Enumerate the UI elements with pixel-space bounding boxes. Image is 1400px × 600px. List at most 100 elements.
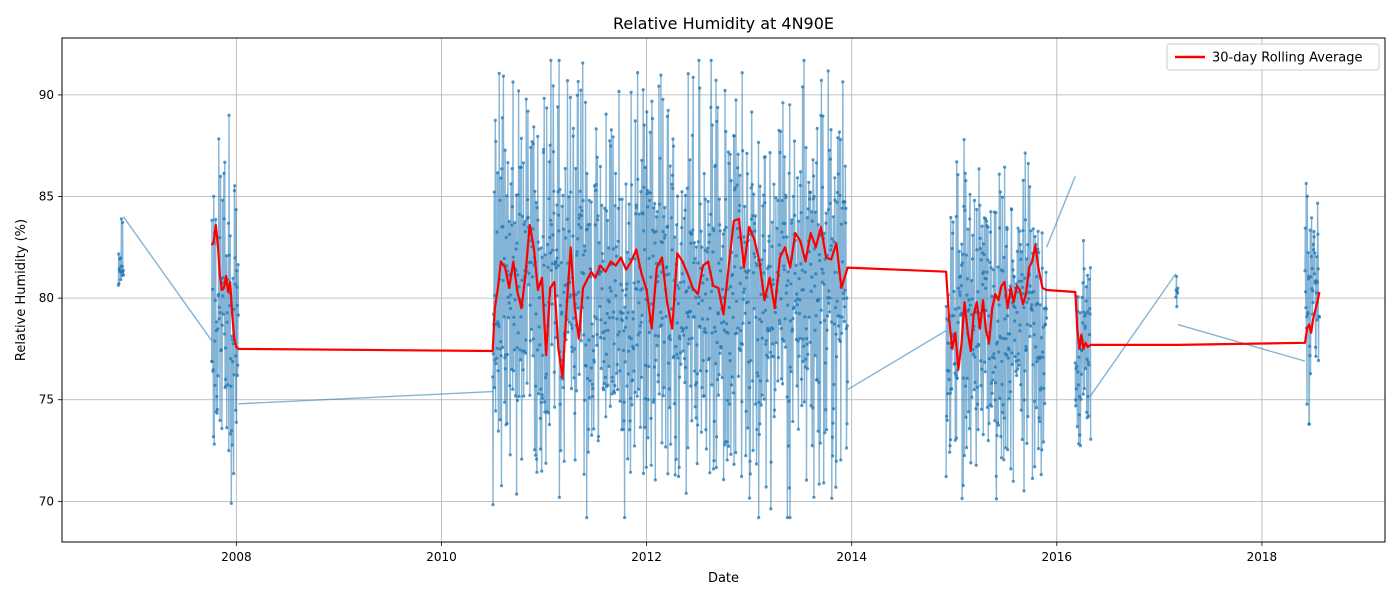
daily-point <box>696 423 700 427</box>
daily-point <box>561 386 565 390</box>
daily-point <box>714 78 718 82</box>
daily-point <box>592 427 596 431</box>
daily-point <box>1316 358 1321 363</box>
daily-point <box>844 206 848 210</box>
daily-point <box>624 293 628 297</box>
daily-point <box>948 391 952 395</box>
daily-point <box>617 330 621 334</box>
daily-point <box>1077 413 1081 417</box>
daily-point <box>698 202 702 206</box>
daily-point <box>671 186 675 190</box>
daily-point <box>968 192 972 196</box>
daily-point <box>667 387 671 391</box>
daily-point <box>1089 437 1093 441</box>
daily-point <box>797 277 801 281</box>
daily-point <box>556 105 560 109</box>
daily-point <box>535 457 539 461</box>
daily-point <box>596 439 600 443</box>
daily-point <box>639 375 644 379</box>
daily-point <box>832 382 836 387</box>
daily-point <box>792 305 796 309</box>
daily-point <box>538 447 543 451</box>
daily-point <box>540 393 544 397</box>
daily-point <box>628 470 633 474</box>
daily-point <box>515 346 519 350</box>
legend-label-rolling-average: 30-day Rolling Average <box>1212 51 1363 66</box>
daily-point <box>671 137 675 141</box>
daily-point <box>540 396 545 400</box>
daily-point <box>634 203 638 207</box>
daily-point <box>1019 250 1024 254</box>
daily-point <box>771 282 776 286</box>
daily-point <box>661 97 665 101</box>
daily-point <box>1080 295 1084 299</box>
daily-point <box>591 387 595 391</box>
daily-point <box>216 327 220 331</box>
daily-point <box>231 276 235 280</box>
daily-point <box>1087 333 1092 337</box>
daily-point <box>994 474 998 478</box>
daily-point <box>221 312 225 316</box>
daily-point <box>632 347 636 351</box>
x-tick-label: 2008 <box>221 550 252 564</box>
daily-point <box>734 299 739 303</box>
daily-point <box>1022 489 1026 493</box>
daily-point <box>612 391 617 395</box>
daily-point <box>582 472 586 476</box>
daily-point <box>1304 306 1308 310</box>
daily-point <box>235 285 239 289</box>
daily-point <box>600 269 604 273</box>
daily-point <box>755 427 759 432</box>
daily-point <box>508 306 513 311</box>
daily-point <box>626 457 630 461</box>
daily-point <box>654 358 658 362</box>
daily-point <box>1008 332 1012 336</box>
daily-point <box>718 351 722 355</box>
daily-point <box>559 261 564 265</box>
daily-point <box>231 342 235 346</box>
daily-point <box>1075 425 1079 429</box>
daily-point <box>837 130 842 134</box>
daily-point <box>695 380 699 385</box>
daily-point <box>708 471 712 475</box>
daily-point <box>666 472 670 476</box>
daily-point <box>1007 397 1011 401</box>
daily-point <box>740 71 744 75</box>
daily-point <box>1037 250 1041 254</box>
daily-point <box>598 272 602 276</box>
daily-point <box>971 348 975 352</box>
daily-point <box>607 316 611 320</box>
daily-point <box>1023 151 1027 155</box>
daily-point <box>990 294 994 298</box>
chart-title: Relative Humidity at 4N90E <box>613 14 834 33</box>
daily-point <box>1305 402 1309 406</box>
daily-point <box>610 375 614 379</box>
daily-point <box>972 198 977 202</box>
daily-point <box>947 341 952 345</box>
daily-point <box>1306 311 1310 315</box>
x-axis: 2008 2010 2012 2014 2016 2018 <box>221 542 1277 564</box>
daily-point <box>1081 321 1085 325</box>
daily-point <box>622 329 626 333</box>
daily-point <box>525 381 529 385</box>
daily-point <box>1308 354 1312 358</box>
daily-point <box>618 197 622 201</box>
daily-point <box>510 205 514 209</box>
daily-point <box>1025 257 1029 261</box>
daily-point <box>624 182 628 186</box>
daily-point <box>699 430 704 434</box>
daily-point <box>529 145 533 149</box>
daily-point <box>574 389 579 393</box>
daily-point <box>844 446 849 450</box>
daily-point <box>1019 408 1023 412</box>
daily-point <box>979 258 983 262</box>
daily-point <box>546 265 550 269</box>
daily-point <box>824 211 828 215</box>
daily-point <box>716 311 720 315</box>
daily-point <box>808 190 813 194</box>
daily-point <box>993 365 997 369</box>
daily-point <box>504 235 508 240</box>
daily-point <box>714 362 718 366</box>
daily-point <box>659 310 663 314</box>
daily-point <box>968 303 972 307</box>
